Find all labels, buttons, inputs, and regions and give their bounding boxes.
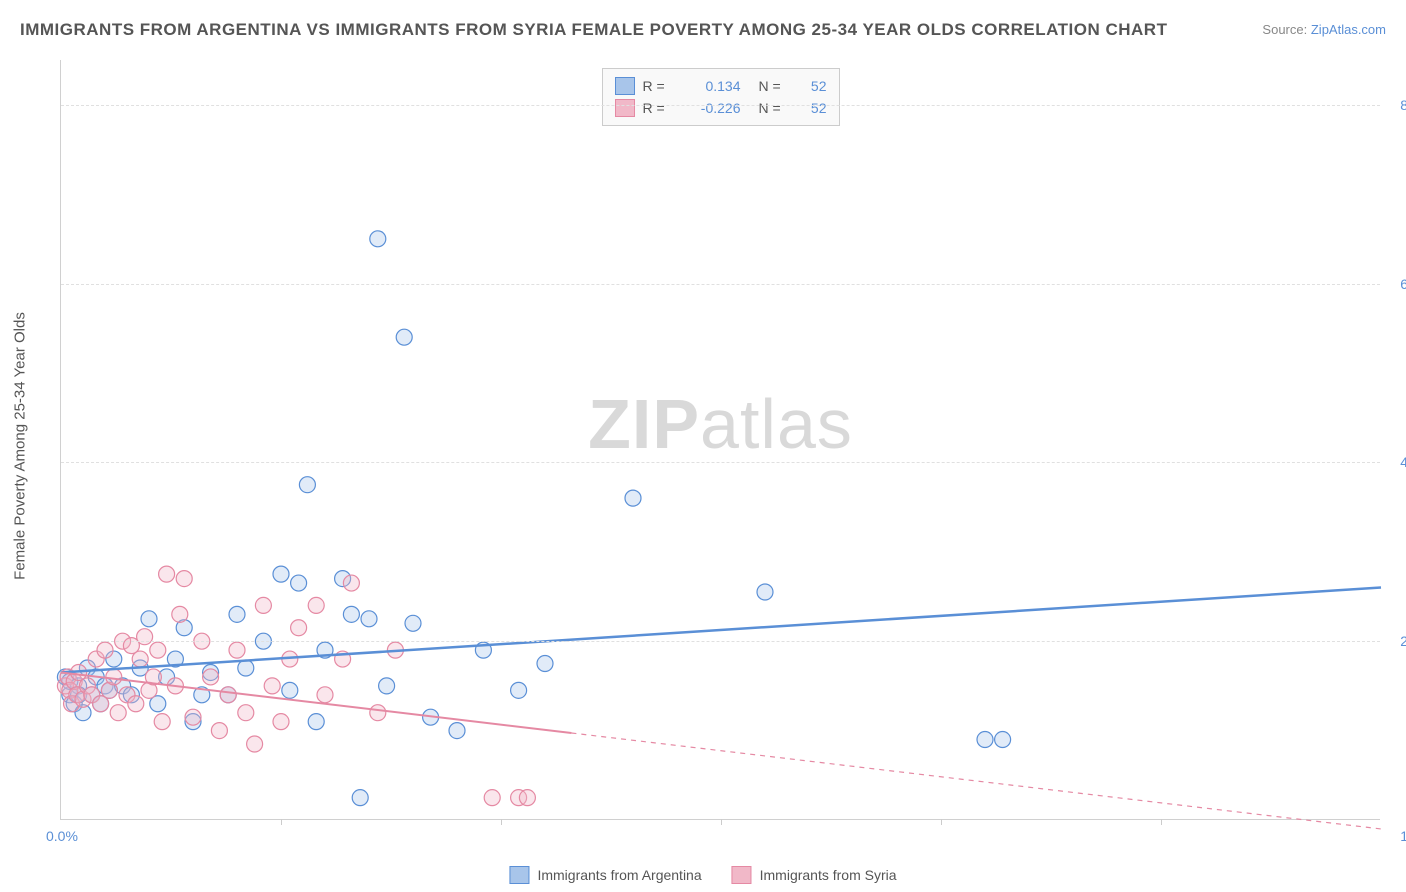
data-point <box>299 477 315 493</box>
y-tick-label: 40.0% <box>1385 454 1406 470</box>
data-point <box>159 566 175 582</box>
x-tick <box>501 819 502 825</box>
data-point <box>370 705 386 721</box>
data-point <box>379 678 395 694</box>
plot-area: ZIPatlas R =0.134N =52R =-0.226N =52 0.0… <box>60 60 1380 820</box>
data-point <box>537 656 553 672</box>
data-point <box>343 575 359 591</box>
data-point <box>282 682 298 698</box>
data-point <box>97 642 113 658</box>
data-point <box>273 566 289 582</box>
y-tick-label: 60.0% <box>1385 276 1406 292</box>
legend-swatch <box>732 866 752 884</box>
data-point <box>203 669 219 685</box>
data-point <box>229 606 245 622</box>
data-point <box>308 714 324 730</box>
data-point <box>176 571 192 587</box>
data-point <box>757 584 773 600</box>
x-axis-max-label: 15.0% <box>1400 828 1406 844</box>
data-point <box>264 678 280 694</box>
x-tick <box>721 819 722 825</box>
data-point <box>511 682 527 698</box>
data-point <box>229 642 245 658</box>
chart-title: IMMIGRANTS FROM ARGENTINA VS IMMIGRANTS … <box>20 20 1167 40</box>
data-point <box>185 709 201 725</box>
y-tick-label: 20.0% <box>1385 633 1406 649</box>
data-point <box>141 611 157 627</box>
plot-svg <box>61 60 1380 819</box>
data-point <box>291 575 307 591</box>
legend-item: Immigrants from Syria <box>732 866 897 884</box>
source-label: Source: <box>1262 22 1307 37</box>
data-point <box>291 620 307 636</box>
data-point <box>405 615 421 631</box>
legend-item: Immigrants from Argentina <box>509 866 701 884</box>
legend-label: Immigrants from Argentina <box>537 867 701 883</box>
data-point <box>273 714 289 730</box>
source-link[interactable]: ZipAtlas.com <box>1311 22 1386 37</box>
data-point <box>247 736 263 752</box>
data-point <box>238 660 254 676</box>
data-point <box>317 687 333 703</box>
legend-swatch <box>509 866 529 884</box>
data-point <box>220 687 236 703</box>
data-point <box>211 723 227 739</box>
x-tick <box>941 819 942 825</box>
data-point <box>154 714 170 730</box>
y-tick-label: 80.0% <box>1385 97 1406 113</box>
x-tick <box>281 819 282 825</box>
gridline <box>61 105 1380 106</box>
data-point <box>625 490 641 506</box>
source-attribution: Source: ZipAtlas.com <box>1262 22 1386 37</box>
data-point <box>977 732 993 748</box>
data-point <box>137 629 153 645</box>
data-point <box>484 790 500 806</box>
x-axis-min-label: 0.0% <box>46 828 78 844</box>
data-point <box>995 732 1011 748</box>
data-point <box>361 611 377 627</box>
data-point <box>519 790 535 806</box>
data-point <box>106 669 122 685</box>
data-point <box>255 597 271 613</box>
data-point <box>308 597 324 613</box>
x-tick <box>1161 819 1162 825</box>
data-point <box>343 606 359 622</box>
gridline <box>61 284 1380 285</box>
data-point <box>132 651 148 667</box>
data-point <box>449 723 465 739</box>
y-axis-label: Female Poverty Among 25-34 Year Olds <box>12 312 29 580</box>
series-legend: Immigrants from Argentina Immigrants from… <box>509 866 896 884</box>
data-point <box>238 705 254 721</box>
data-point <box>128 696 144 712</box>
data-point <box>172 606 188 622</box>
legend-label: Immigrants from Syria <box>760 867 897 883</box>
gridline <box>61 462 1380 463</box>
data-point <box>370 231 386 247</box>
data-point <box>110 705 126 721</box>
data-point <box>352 790 368 806</box>
gridline <box>61 641 1380 642</box>
trend-line-extrapolated <box>571 733 1381 829</box>
data-point <box>396 329 412 345</box>
data-point <box>150 642 166 658</box>
